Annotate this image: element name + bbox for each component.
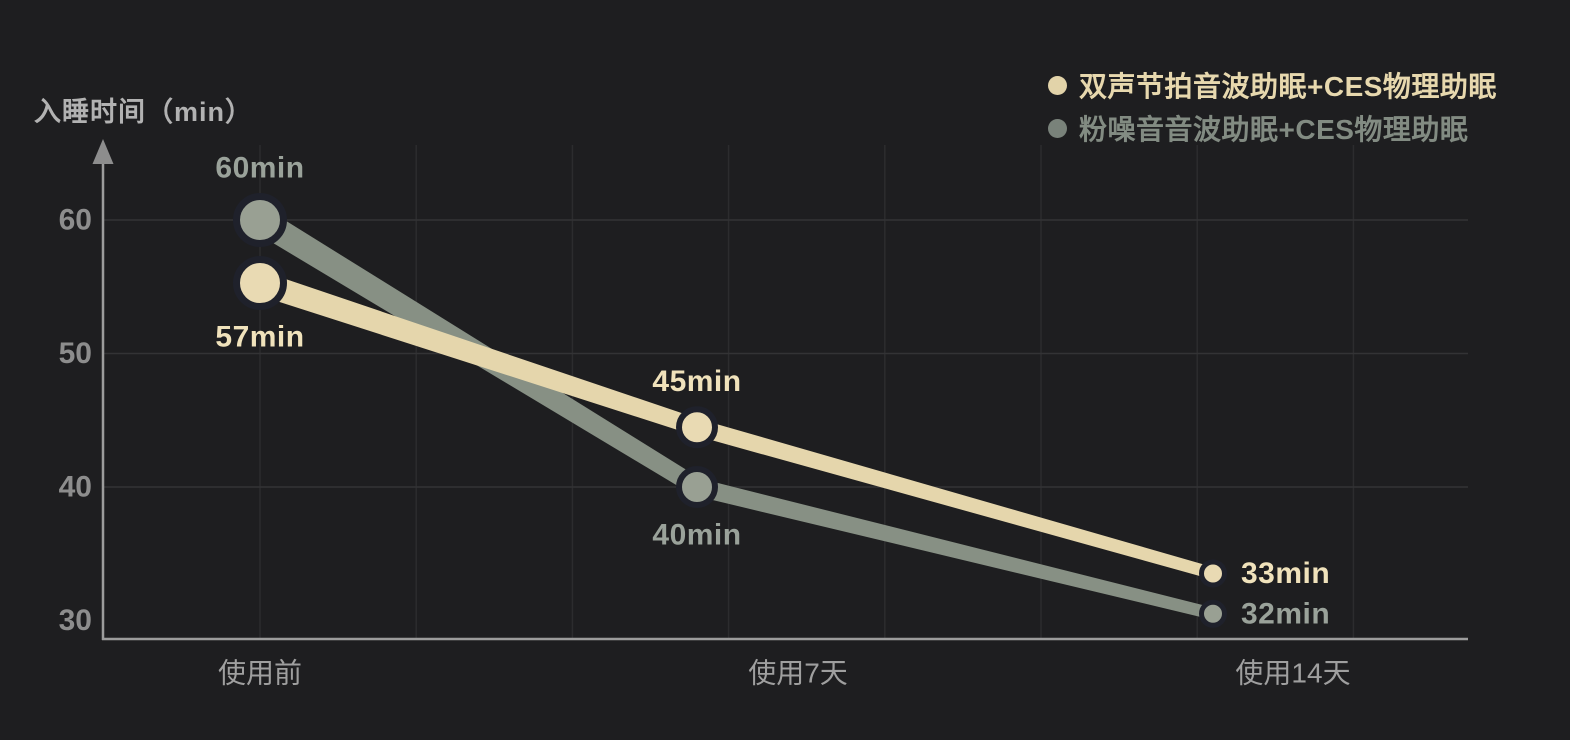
- data-point-marker: [676, 406, 718, 449]
- data-point-marker: [1199, 599, 1227, 628]
- y-axis-title: 入睡时间（min）: [34, 97, 254, 127]
- series-line-1: [694, 478, 1215, 620]
- data-point-label: 45min: [652, 365, 741, 398]
- x-category-label: 使用前: [218, 658, 302, 689]
- legend-item-binaural: 双声节拍音波助眠+CES物理助眠: [1048, 67, 1497, 103]
- y-tick-label: 60: [59, 204, 92, 237]
- series-line-0: [256, 271, 700, 436]
- data-point-label: 40min: [652, 519, 741, 552]
- legend-item-pinknoise: 粉噪音音波助眠+CES物理助眠: [1048, 110, 1497, 146]
- legend-dot-pinknoise-icon: [1048, 118, 1067, 138]
- y-tick-label: 40: [59, 471, 92, 504]
- data-point-label: 33min: [1241, 557, 1330, 590]
- data-point-label: 57min: [215, 321, 304, 354]
- legend-label: 粉噪音音波助眠+CES物理助眠: [1079, 114, 1469, 145]
- data-point-marker: [233, 193, 287, 247]
- series-line-0: [694, 419, 1215, 580]
- data-point-label: 60min: [215, 152, 304, 185]
- legend: 双声节拍音波助眠+CES物理助眠 粉噪音音波助眠+CES物理助眠: [1048, 67, 1497, 153]
- data-point-label: 32min: [1241, 597, 1330, 630]
- x-category-label: 使用7天: [748, 658, 848, 689]
- legend-dot-binaural-icon: [1048, 75, 1067, 95]
- x-category-label: 使用14天: [1235, 658, 1350, 689]
- data-point-marker: [676, 466, 718, 508]
- data-point-marker: [1199, 559, 1227, 588]
- legend-label: 双声节拍音波助眠+CES物理助眠: [1079, 71, 1497, 102]
- y-axis-arrow-icon: [92, 139, 114, 164]
- y-tick-label: 50: [59, 337, 92, 370]
- data-point-marker: [233, 256, 287, 311]
- y-tick-label: 30: [59, 604, 92, 637]
